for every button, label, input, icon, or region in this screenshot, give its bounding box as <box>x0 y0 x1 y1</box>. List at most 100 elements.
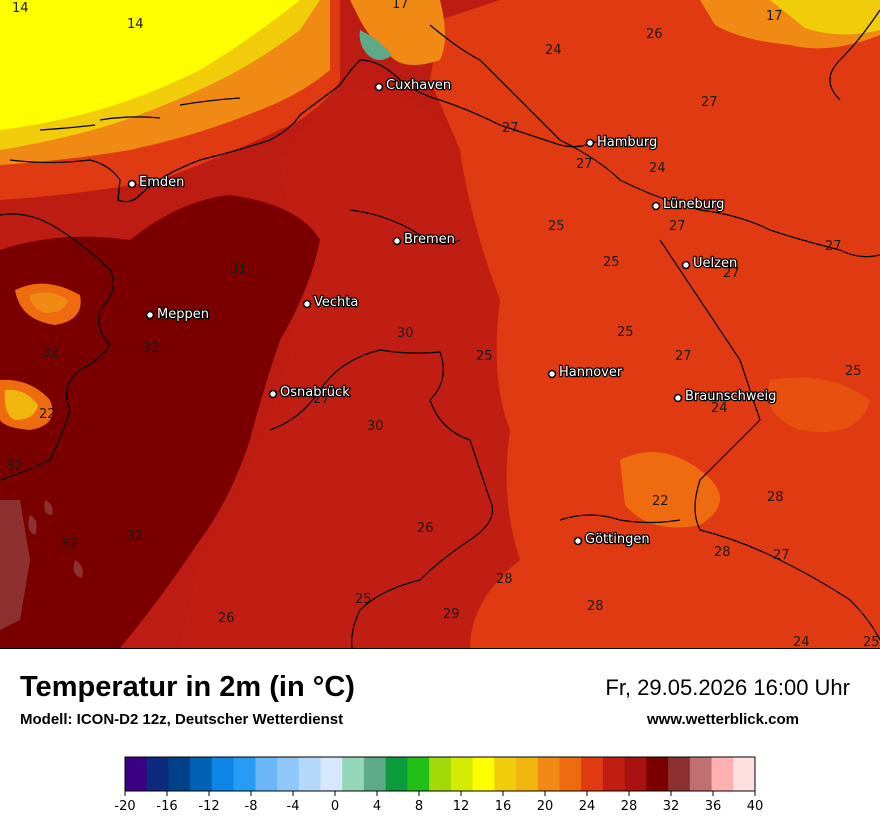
legend-tick-label: 40 <box>747 799 764 814</box>
legend-swatch <box>689 757 713 791</box>
legend-tick-label: 0 <box>331 799 339 814</box>
city-marker <box>145 310 155 320</box>
cities: Cuxhaven Hamburg Emden Lüneburg Bremen U… <box>127 77 778 548</box>
forecast-datetime: Fr, 29.05.2026 16:00 Uhr <box>605 675 850 700</box>
legend-tick-label: 8 <box>415 799 423 814</box>
region-elbe-mouth <box>350 0 445 65</box>
temp-label: 25 <box>863 635 880 648</box>
page-title: Temperatur in 2m (in °C) <box>20 671 355 703</box>
temp-label: 27 <box>313 392 330 407</box>
nrw-border <box>269 349 494 648</box>
legend-tick-label: 32 <box>663 799 680 814</box>
temp-label: 32 <box>143 341 160 356</box>
city-label-meppen: Meppen <box>157 307 209 322</box>
temp-label: 25 <box>476 349 493 364</box>
temp-label: 25 <box>617 325 634 340</box>
city-label-goettingen: Göttingen <box>585 532 650 547</box>
region-north-sea <box>0 0 300 130</box>
temp-label: 28 <box>587 599 604 614</box>
legend-swatch <box>602 757 626 791</box>
legend-swatch <box>559 757 582 791</box>
temp-label: 32 <box>6 459 23 474</box>
city-marker <box>547 369 557 379</box>
legend-swatch <box>668 757 691 791</box>
legend-tick-label: -16 <box>156 799 177 814</box>
legend-tick-label: -20 <box>114 799 135 814</box>
temp-label: 17 <box>766 9 783 24</box>
temp-label: 31 <box>230 262 247 277</box>
city-marker <box>127 179 137 189</box>
legend-swatch <box>450 757 474 791</box>
temp-label: 25 <box>548 219 565 234</box>
coastline <box>9 59 601 203</box>
region-central-red <box>180 88 520 648</box>
temp-label: 14 <box>12 1 29 16</box>
temp-label: 26 <box>218 611 235 626</box>
temp-label: 30 <box>397 326 414 341</box>
legend-tick-label: 16 <box>495 799 512 814</box>
legend-swatch <box>146 757 169 791</box>
website-link[interactable]: www.wetterblick.com <box>647 711 799 728</box>
city-marker <box>673 393 683 403</box>
temp-label: 27 <box>576 157 593 172</box>
temp-label: 24 <box>545 43 562 58</box>
legend-swatch <box>298 757 322 791</box>
legend-swatch <box>363 757 387 791</box>
legend-tick-label: -8 <box>245 799 258 814</box>
legend-tick-label: 4 <box>373 799 381 814</box>
temperature-map: 14 14 17 17 24 26 27 27 27 24 27 25 27 2… <box>0 0 880 649</box>
temp-label: 17 <box>392 0 409 12</box>
temp-label: 27 <box>701 95 718 110</box>
temp-label: 25 <box>845 364 862 379</box>
temp-label: 32 <box>42 346 59 361</box>
city-label-vechta: Vechta <box>314 295 358 310</box>
legend-swatch <box>385 757 408 791</box>
east-border <box>659 239 880 641</box>
legend-swatch <box>581 757 604 791</box>
legend-swatch <box>277 757 300 791</box>
city-marker <box>573 536 583 546</box>
legend-frame <box>124 756 756 792</box>
city-label-lueneburg: Lüneburg <box>663 197 724 212</box>
legend-swatch <box>646 757 669 791</box>
temperature-labels: 14 14 17 17 24 26 27 27 27 24 27 25 27 2… <box>6 0 880 648</box>
legend-tick-label: 24 <box>579 799 596 814</box>
legend-tick-label: 20 <box>537 799 554 814</box>
legend-tick-label: -12 <box>198 799 219 814</box>
legend-swatch <box>537 757 560 791</box>
temp-label: 27 <box>825 239 842 254</box>
temp-label: 28 <box>767 490 784 505</box>
city-marker <box>392 236 402 246</box>
legend-swatch <box>211 757 235 791</box>
temp-label: 25 <box>603 255 620 270</box>
legend-swatch <box>190 757 213 791</box>
legend-swatch <box>168 757 191 791</box>
city-label-cuxhaven: Cuxhaven <box>386 78 451 93</box>
model-subtitle: Modell: ICON-D2 12z, Deutscher Wetterdie… <box>20 711 344 728</box>
temp-label: 27 <box>723 266 740 281</box>
region-west-maxhot <box>0 500 30 630</box>
legend-tick-label: -4 <box>287 799 300 814</box>
city-label-hamburg: Hamburg <box>597 135 657 150</box>
temp-label: 27 <box>669 219 686 234</box>
legend-swatch <box>494 757 517 791</box>
legend-swatch <box>342 757 365 791</box>
legend-tick-label: 28 <box>621 799 638 814</box>
temp-label: 32 <box>61 537 78 552</box>
temp-label: 25 <box>355 592 372 607</box>
temp-label: 26 <box>646 27 663 42</box>
temp-label: 22 <box>39 407 56 422</box>
elbe-border <box>429 24 880 258</box>
legend-swatch <box>733 757 756 791</box>
temp-label: 24 <box>649 161 666 176</box>
city-marker <box>268 389 278 399</box>
legend-swatch <box>472 757 495 791</box>
temp-label: 24 <box>711 401 728 416</box>
region-east-orange <box>430 0 880 648</box>
region-east-patch <box>768 377 870 432</box>
legend-swatch <box>255 757 278 791</box>
legend-ticks: -20 -16 -12 -8 -4 0 4 8 12 16 20 24 28 32 36 40 <box>114 791 763 814</box>
city-label-osnabrueck: Osnabrück <box>280 385 350 400</box>
city-label-bremen: Bremen <box>404 232 455 247</box>
legend-tick-label: 36 <box>705 799 722 814</box>
